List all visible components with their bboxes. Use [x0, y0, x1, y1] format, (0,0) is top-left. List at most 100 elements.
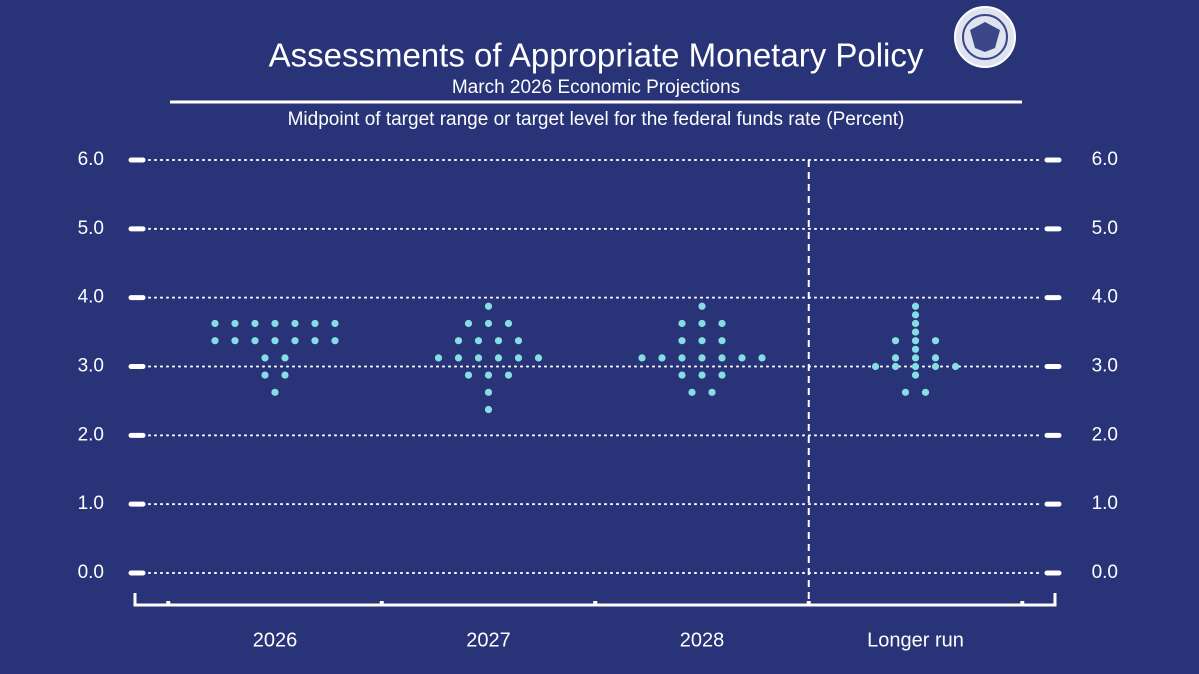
dot [484, 405, 493, 414]
dot [281, 354, 289, 362]
dot [454, 337, 463, 345]
dot [484, 371, 493, 379]
dot [698, 354, 706, 362]
dot [931, 362, 940, 371]
dot [708, 388, 716, 396]
y2-tick-label: 3.0 [1092, 356, 1118, 377]
dot [291, 337, 299, 345]
y-tick-label: 0.0 [78, 562, 104, 583]
chart-subtitle: March 2026 Economic Projections [452, 77, 740, 98]
dot [698, 337, 706, 345]
dot [231, 337, 239, 345]
dot [718, 354, 726, 362]
dot [331, 319, 339, 328]
dot [871, 362, 880, 371]
dot [271, 319, 279, 328]
dot [484, 388, 493, 396]
dot [251, 337, 259, 345]
dot [931, 337, 940, 345]
dot [464, 319, 473, 328]
x-axis-tick [166, 601, 171, 605]
dot [534, 354, 543, 362]
dot [494, 354, 503, 362]
y2-tick-label: 2.0 [1092, 424, 1118, 445]
dot [901, 388, 910, 396]
dot [891, 354, 900, 362]
y-tick-label: 2.0 [78, 424, 104, 445]
dot [678, 354, 686, 362]
dot [698, 302, 706, 310]
dot [921, 388, 930, 396]
dot [434, 354, 443, 362]
y-tick-label: 1.0 [78, 493, 104, 514]
dot [911, 345, 920, 353]
dot [291, 319, 299, 328]
dot [494, 337, 503, 345]
dot [484, 302, 493, 310]
dot [911, 328, 920, 336]
dot [911, 311, 920, 319]
chart-title: Assessments of Appropriate Monetary Poli… [269, 37, 924, 74]
x-tick-label: 2027 [466, 629, 511, 651]
dot [281, 371, 289, 379]
y-tick-label: 5.0 [78, 218, 104, 239]
dot [678, 337, 686, 345]
dot [261, 354, 269, 362]
y2-tick-label: 5.0 [1092, 218, 1118, 239]
dot [718, 371, 726, 379]
y-tick-label: 6.0 [78, 149, 104, 170]
dot [454, 354, 463, 362]
dot [931, 354, 940, 362]
dot [698, 371, 706, 379]
dot [658, 354, 666, 362]
dot [311, 319, 319, 328]
seal [954, 6, 1016, 68]
dot [271, 337, 279, 345]
dot [758, 354, 766, 362]
dot [271, 388, 279, 396]
dot [474, 354, 483, 362]
dot [638, 354, 646, 362]
y-tick-label: 4.0 [78, 287, 104, 308]
dot [688, 388, 696, 396]
dot [891, 362, 900, 371]
dot [911, 362, 920, 371]
y2-tick-label: 0.0 [1092, 562, 1118, 583]
x-axis-tick [806, 601, 811, 605]
dot [678, 319, 686, 328]
x-axis-tick [379, 601, 384, 605]
dot [311, 337, 319, 345]
dot [464, 371, 473, 379]
dot [261, 371, 269, 379]
y2-tick-label: 1.0 [1092, 493, 1118, 514]
dot [678, 371, 686, 379]
x-tick-label: 2026 [253, 629, 298, 651]
x-axis-tick [593, 601, 598, 605]
dot [474, 337, 483, 345]
dot [911, 319, 920, 328]
y-tick-label: 3.0 [78, 356, 104, 377]
dot [504, 371, 513, 379]
y2-tick-label: 6.0 [1092, 149, 1118, 170]
dot [211, 319, 219, 328]
y2-tick-label: 4.0 [1092, 287, 1118, 308]
x-tick-label: Longer run [867, 629, 964, 651]
y-axis-label: Midpoint of target range or target level… [288, 109, 905, 130]
dot [698, 319, 706, 328]
dot [911, 302, 920, 310]
dot [514, 354, 523, 362]
dot [514, 337, 523, 345]
dot [911, 337, 920, 345]
dot [331, 337, 339, 345]
dot [718, 337, 726, 345]
dot [911, 371, 920, 379]
dot [951, 362, 960, 371]
dot [231, 319, 239, 328]
x-axis-tick [1020, 601, 1025, 605]
dot [251, 319, 259, 328]
dot [911, 354, 920, 362]
dot [484, 319, 493, 328]
dot [738, 354, 746, 362]
